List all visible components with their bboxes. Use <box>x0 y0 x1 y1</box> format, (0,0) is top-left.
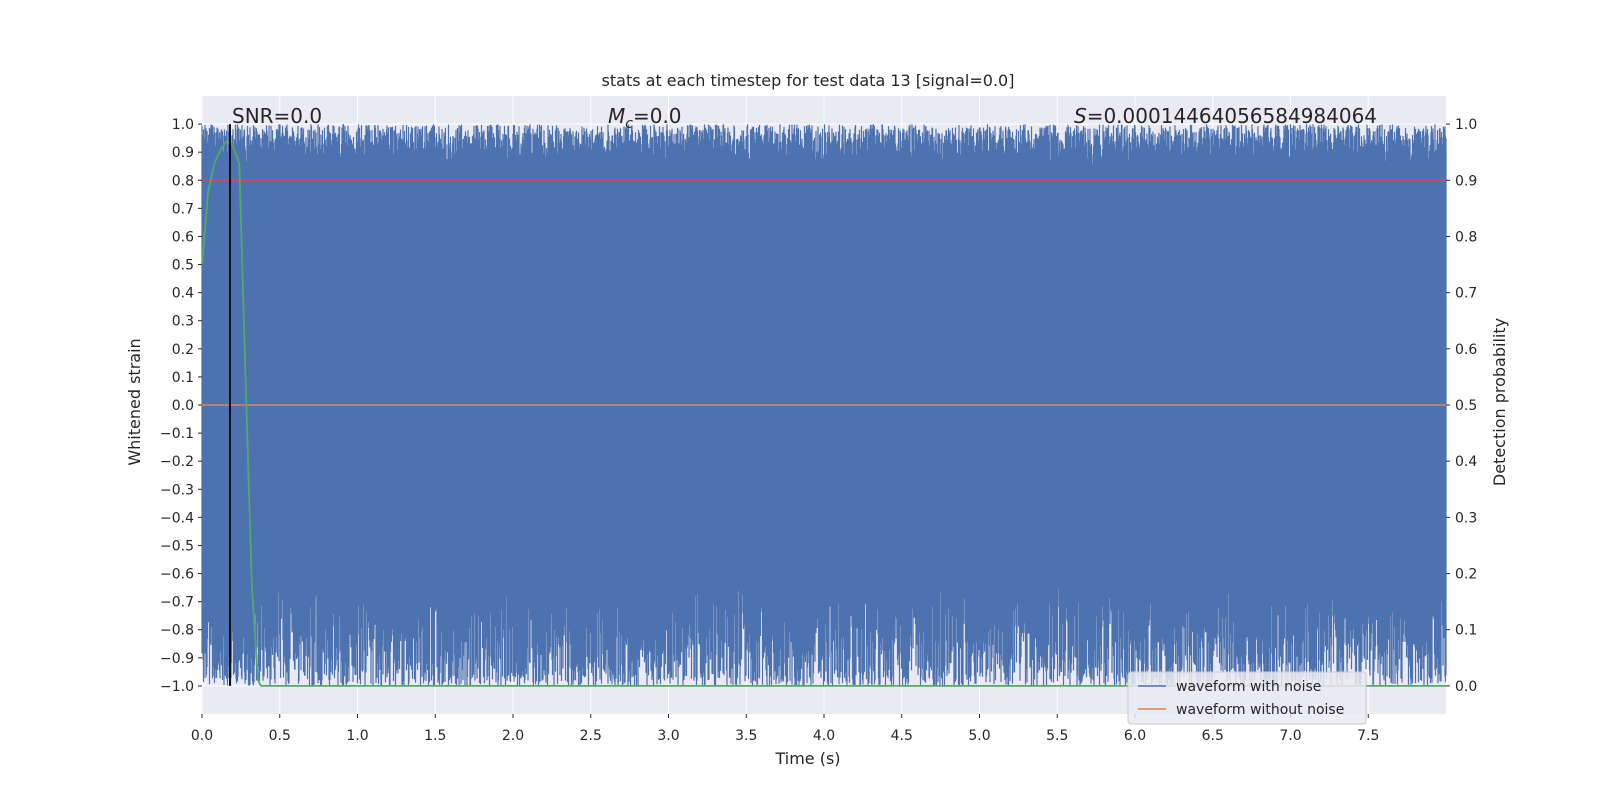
y-left-tick-label: −0.3 <box>160 482 194 498</box>
y-right-tick-label: 0.8 <box>1455 229 1477 245</box>
y-axis-left-label: Whitened strain <box>125 338 144 465</box>
y-axis-right-label: Detection probability <box>1490 318 1509 486</box>
x-tick-label: 3.5 <box>735 728 757 744</box>
y-left-tick-label: 0.7 <box>172 201 194 217</box>
y-axis-right-ticks: 1.0 0.9 0.8 0.7 0.6 0.5 0.4 0.3 0.2 0.1 0.0 <box>1446 117 1477 695</box>
series-waveform-with-noise <box>201 124 1447 686</box>
legend: waveform with noise waveform without noi… <box>1127 671 1367 725</box>
x-tick-label: 4.0 <box>813 728 835 744</box>
y-left-tick-label: −0.2 <box>160 454 194 470</box>
snr-annotation: SNR=0.0 <box>232 104 322 128</box>
x-tick-label: 2.5 <box>580 728 602 744</box>
y-right-tick-label: 0.1 <box>1455 623 1477 639</box>
x-axis-ticks: 0.0 0.5 1.0 1.5 2.0 2.5 3.0 3.5 4.0 4.5 5.0 5.5 6.0 6… <box>191 714 1379 744</box>
y-axis-left-ticks: 1.0 0.9 0.8 0.7 0.6 0.5 0.4 0.3 0.2 0.1 0.0 −0.1 −0.… <box>160 117 202 695</box>
y-right-tick-label: 0.5 <box>1455 398 1477 414</box>
series-detection-probability <box>201 139 1446 687</box>
y-left-tick-label: 0.9 <box>172 145 194 161</box>
x-tick-label: 0.5 <box>269 728 291 744</box>
chirp-mass-annotation: Mc=0.0 <box>608 104 682 132</box>
y-right-tick-label: 0.0 <box>1455 679 1477 695</box>
y-left-tick-label: −1.0 <box>160 679 194 695</box>
x-tick-label: 0.0 <box>191 728 213 744</box>
x-tick-label: 4.5 <box>891 728 913 744</box>
chart-title: stats at each timestep for test data 13 … <box>602 71 1015 90</box>
y-left-tick-label: −0.8 <box>160 623 194 639</box>
y-right-tick-label: 0.4 <box>1455 454 1477 470</box>
x-tick-label: 5.5 <box>1046 728 1068 744</box>
x-tick-label: 6.5 <box>1202 728 1224 744</box>
x-tick-label: 6.0 <box>1124 728 1146 744</box>
y-right-tick-label: 0.6 <box>1455 342 1477 358</box>
y-right-tick-label: 1.0 <box>1455 117 1477 133</box>
legend-label-clean: waveform without noise <box>1176 702 1344 718</box>
y-left-tick-label: 0.3 <box>172 314 194 330</box>
y-left-tick-label: 1.0 <box>172 117 194 133</box>
legend-box <box>1127 671 1367 725</box>
y-right-tick-label: 0.3 <box>1455 510 1477 526</box>
x-tick-label: 7.0 <box>1279 728 1301 744</box>
y-left-tick-label: 0.8 <box>172 173 194 189</box>
y-left-tick-label: −0.1 <box>160 426 194 442</box>
y-left-tick-label: −0.5 <box>160 538 194 554</box>
y-right-tick-label: 0.9 <box>1455 173 1477 189</box>
y-right-tick-label: 0.7 <box>1455 286 1477 302</box>
series-layer <box>201 124 1447 687</box>
y-left-tick-label: 0.4 <box>172 286 194 302</box>
y-left-tick-label: 0.0 <box>172 398 194 414</box>
y-left-tick-label: −0.6 <box>160 567 194 583</box>
x-tick-label: 2.0 <box>502 728 524 744</box>
x-tick-label: 7.5 <box>1357 728 1379 744</box>
y-right-tick-label: 0.2 <box>1455 567 1477 583</box>
x-tick-label: 1.0 <box>346 728 368 744</box>
y-left-tick-label: 0.1 <box>172 370 194 386</box>
y-left-tick-label: 0.6 <box>172 229 194 245</box>
y-left-tick-label: 0.5 <box>172 258 194 274</box>
y-left-tick-label: −0.4 <box>160 510 194 526</box>
y-left-tick-label: 0.2 <box>172 342 194 358</box>
x-tick-label: 1.5 <box>424 728 446 744</box>
x-tick-label: 5.0 <box>968 728 990 744</box>
y-left-tick-label: −0.9 <box>160 651 194 667</box>
score-annotation: S=0.00014464056584984064 <box>1074 104 1377 128</box>
x-tick-label: 3.0 <box>657 728 679 744</box>
legend-label-noise: waveform with noise <box>1176 679 1321 695</box>
y-left-tick-label: −0.7 <box>160 595 194 611</box>
x-axis-label: Time (s) <box>774 749 840 768</box>
